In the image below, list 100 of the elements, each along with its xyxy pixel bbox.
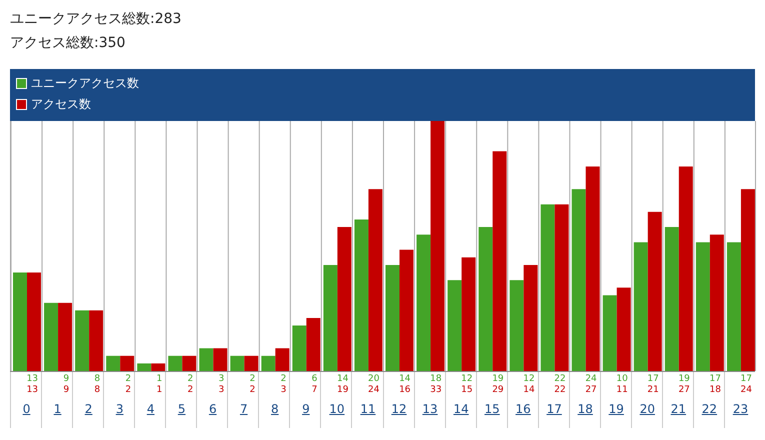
data-label: 3 xyxy=(218,374,224,385)
data-label: 7 xyxy=(312,385,318,396)
data-label: 2 xyxy=(188,374,194,385)
bar xyxy=(58,302,72,371)
data-label: 17 xyxy=(709,374,721,385)
x-tick-label: 2 xyxy=(84,402,94,416)
bar xyxy=(648,212,662,371)
data-label: 2 xyxy=(188,385,194,396)
bar xyxy=(572,189,586,371)
bar xyxy=(323,264,338,371)
data-label: 15 xyxy=(461,385,473,396)
legend-label: ユニークアクセス数 xyxy=(31,75,139,92)
x-tick-label: 7 xyxy=(238,402,249,416)
bar xyxy=(230,356,244,371)
bar xyxy=(275,348,290,371)
bar xyxy=(540,204,555,371)
data-label: 33 xyxy=(430,385,442,396)
bar xyxy=(664,227,679,371)
bar xyxy=(554,204,569,371)
data-label: 12 xyxy=(523,374,535,385)
x-tick-label: 23 xyxy=(732,402,750,416)
data-label: 10 xyxy=(616,374,628,385)
x-tick-label: 13 xyxy=(421,402,439,416)
data-label: 8 xyxy=(94,385,100,396)
data-label: 14 xyxy=(523,385,535,396)
data-label: 29 xyxy=(492,385,504,396)
data-label: 22 xyxy=(554,374,566,385)
x-tick-label: 21 xyxy=(670,402,688,416)
data-label: 17 xyxy=(740,374,752,385)
bar xyxy=(492,151,507,371)
data-label: 1 xyxy=(156,374,162,385)
bar xyxy=(75,310,90,371)
bar xyxy=(462,257,476,371)
bar xyxy=(524,264,538,371)
bar xyxy=(120,356,134,371)
bar xyxy=(710,234,724,371)
x-tick-label: 11 xyxy=(359,402,377,416)
data-label: 19 xyxy=(678,374,690,385)
bar xyxy=(634,242,648,371)
data-label: 2 xyxy=(250,374,256,385)
data-label: 8 xyxy=(94,374,100,385)
x-tick-label: 20 xyxy=(638,402,656,416)
bar xyxy=(306,318,320,371)
legend-label: アクセス数 xyxy=(31,96,91,113)
bar xyxy=(182,356,196,371)
data-label: 14 xyxy=(336,374,348,385)
chart-subtitle: アクセス総数:350 xyxy=(10,34,126,52)
data-label: 2 xyxy=(125,374,132,385)
bar xyxy=(89,310,104,371)
bar xyxy=(602,295,617,371)
bar xyxy=(168,356,182,371)
data-label: 12 xyxy=(461,374,473,385)
bar xyxy=(368,189,382,371)
x-tick-label: 0 xyxy=(22,402,32,416)
bar xyxy=(400,250,414,371)
data-label: 18 xyxy=(430,374,442,385)
x-tick-label: 5 xyxy=(176,402,187,416)
bar xyxy=(448,280,462,371)
bar xyxy=(696,242,710,371)
data-label: 17 xyxy=(647,374,659,385)
data-label: 1 xyxy=(156,385,162,396)
bar xyxy=(244,356,258,371)
x-tick-label: 3 xyxy=(114,402,124,416)
data-label: 2 xyxy=(125,385,132,396)
x-tick-label: 1 xyxy=(52,402,62,416)
bar xyxy=(510,280,524,371)
data-label: 20 xyxy=(368,374,380,385)
bar xyxy=(740,189,755,371)
data-label: 27 xyxy=(585,385,597,396)
bar xyxy=(416,234,431,371)
x-tick-label: 15 xyxy=(484,402,501,416)
x-tick-label: 19 xyxy=(608,402,625,416)
data-label: 19 xyxy=(336,385,348,396)
bar xyxy=(213,348,228,371)
bar xyxy=(430,121,445,371)
data-label: 18 xyxy=(709,385,721,396)
x-tick-label: 10 xyxy=(328,402,346,416)
bar xyxy=(386,264,400,371)
bar xyxy=(478,227,493,371)
x-tick-label: 17 xyxy=(546,402,563,416)
x-tick-label: 18 xyxy=(576,402,594,416)
data-label: 14 xyxy=(399,374,411,385)
bar xyxy=(151,363,166,371)
data-label: 22 xyxy=(554,385,566,396)
bar xyxy=(199,348,214,371)
data-label: 27 xyxy=(678,385,690,396)
x-tick-label: 16 xyxy=(514,402,532,416)
x-tick-label: 9 xyxy=(301,402,311,416)
bar xyxy=(44,302,58,371)
data-label: 11 xyxy=(616,385,628,396)
data-label: 9 xyxy=(63,374,70,385)
data-label: 13 xyxy=(26,374,38,385)
data-label: 16 xyxy=(399,385,411,396)
chart-title: ユニークアクセス総数:283 xyxy=(10,10,182,28)
x-tick-label: 22 xyxy=(700,402,718,416)
data-label: 2 xyxy=(250,385,256,396)
bar xyxy=(137,363,152,371)
data-label: 6 xyxy=(312,374,318,385)
data-label: 24 xyxy=(368,385,380,396)
bar xyxy=(292,326,306,371)
